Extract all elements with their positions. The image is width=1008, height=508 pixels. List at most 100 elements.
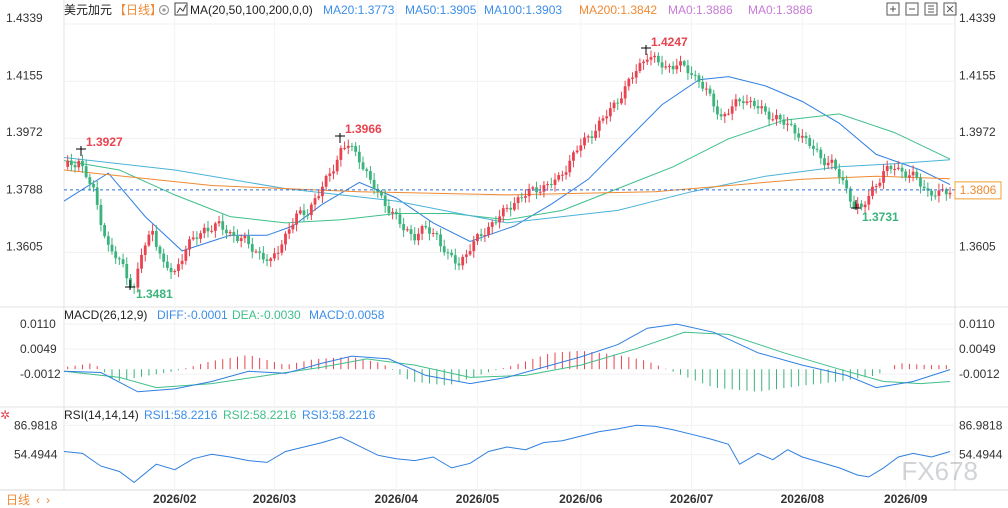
rsi1-label: RSI1:58.2216 <box>144 408 218 422</box>
candle-body <box>309 204 313 216</box>
time-tick-label: 2026/02 <box>153 492 197 506</box>
macd-diff-label: DIFF:-0.0001 <box>157 308 228 322</box>
candle-body <box>671 65 675 70</box>
candle-body <box>520 197 524 199</box>
candle-body <box>778 115 782 120</box>
candle-body <box>136 268 140 288</box>
candle-body <box>199 233 202 239</box>
candle-body <box>357 151 361 163</box>
candle-body <box>642 61 645 64</box>
candle-body <box>409 229 413 234</box>
candle-body <box>302 210 306 216</box>
candle-body <box>321 186 324 197</box>
candle-body <box>88 177 92 184</box>
macd-panel <box>63 323 951 393</box>
ma100-line <box>63 157 951 224</box>
candle-body <box>173 271 177 273</box>
minus-square-icon[interactable] <box>905 2 919 16</box>
rsi-tick-left: 86.9818 <box>14 418 58 432</box>
rsi-panel <box>63 424 951 484</box>
candle-body <box>177 264 180 272</box>
close-square-icon[interactable] <box>943 2 957 16</box>
candle-body <box>117 258 121 260</box>
candle-body <box>354 146 358 152</box>
candle-body <box>823 158 826 166</box>
candle-body <box>73 165 77 168</box>
candle-body <box>752 100 756 107</box>
candle-body <box>645 59 649 62</box>
candle-body <box>254 251 258 253</box>
candle-body <box>911 171 915 176</box>
macd-dea-label: DEA:-0.0030 <box>232 308 301 322</box>
candle-body <box>332 171 335 174</box>
candle-body <box>106 236 110 245</box>
ma-value-item: MA50:1.3905 <box>405 3 477 17</box>
candle-body <box>512 203 516 210</box>
indicator-toggle-icon[interactable] <box>174 2 188 16</box>
footer-arrow-icons[interactable]: ‹ › <box>36 493 50 507</box>
candle-body <box>69 160 73 166</box>
candle-body <box>675 65 679 70</box>
rsi2-label: RSI2:58.2216 <box>223 408 297 422</box>
candle-body <box>143 245 147 255</box>
candle-body <box>937 190 941 196</box>
candle-body <box>498 216 502 223</box>
candle-body <box>922 186 926 189</box>
candle-body <box>756 106 760 109</box>
axis-labels: 1.4339 1.4339 1.4155 1.4155 1.3972 1.3972 1.37… <box>6 11 1003 506</box>
candle-body <box>273 253 276 259</box>
candle-body <box>487 226 490 236</box>
candle-body <box>848 188 852 202</box>
candle-body <box>874 186 878 188</box>
price-tick-right: 1.3605 <box>959 239 996 253</box>
candle-body <box>586 136 590 138</box>
candle-body <box>261 252 265 260</box>
candle-body <box>812 145 815 149</box>
annotation-high-1-label: 1.3927 <box>86 135 123 149</box>
price-tick-left: 1.4339 <box>6 11 43 25</box>
candle-body <box>697 75 701 82</box>
candle-body <box>291 224 295 230</box>
candle-body <box>660 62 664 68</box>
candle-body <box>926 188 930 191</box>
rsi-label: RSI(14,14,14) <box>64 408 139 422</box>
candle-body <box>871 186 874 196</box>
candle-body <box>276 252 280 254</box>
period-label[interactable]: 【日线】 <box>114 3 162 17</box>
candle-body <box>860 203 863 208</box>
candle-body <box>81 160 84 167</box>
candle-body <box>372 179 376 189</box>
plus-square-icon[interactable] <box>886 2 900 16</box>
rsi-settings-icon[interactable]: ✲ <box>0 408 10 422</box>
candle-body <box>151 230 154 235</box>
candle-body <box>165 261 169 268</box>
svg-text:‹: ‹ <box>36 493 40 507</box>
candle-body <box>99 204 103 226</box>
candle-body <box>948 192 952 195</box>
ma-value-item: MA0:1.3886 <box>668 3 733 17</box>
candle-body <box>793 124 797 134</box>
current-price-tag <box>954 181 1002 200</box>
candle-body <box>631 77 634 79</box>
annotation-high-2-label: 1.3966 <box>345 122 382 136</box>
candle-body <box>280 244 284 253</box>
candle-body <box>734 99 738 107</box>
candle-body <box>708 88 712 94</box>
candle-body <box>933 195 937 197</box>
candle-body <box>210 230 214 232</box>
settings-icon[interactable] <box>158 4 170 16</box>
candle-body <box>468 251 472 255</box>
macd-tick-right: -0.0012 <box>959 367 1000 381</box>
candle-body <box>882 171 885 183</box>
candle-body <box>542 185 546 192</box>
candle-body <box>398 214 402 225</box>
macd-tick-right: 0.0110 <box>959 317 995 331</box>
footer-period-label[interactable]: 日线 <box>6 493 30 507</box>
candle-body <box>95 187 99 205</box>
annotation-high-1: 1.3927 <box>76 135 123 156</box>
candle-body <box>184 249 188 261</box>
annotation-low-1: 1.3481 <box>125 280 173 301</box>
settings-square-icon[interactable] <box>924 2 938 16</box>
candle-body <box>472 241 476 252</box>
